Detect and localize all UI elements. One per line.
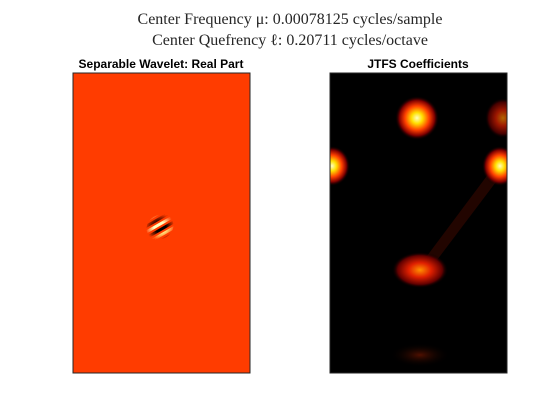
figure-title: Center Quefrency ℓ: 0.20711 cycles/octav… (152, 32, 428, 49)
panel-title: Separable Wavelet: Real Part (79, 57, 244, 71)
wavelet-image (72, 72, 251, 374)
figure-title: Center Frequency μ: 0.00078125 cycles/sa… (138, 11, 443, 28)
panel-title: JTFS Coefficients (367, 57, 469, 71)
jtfs-image (329, 72, 508, 374)
